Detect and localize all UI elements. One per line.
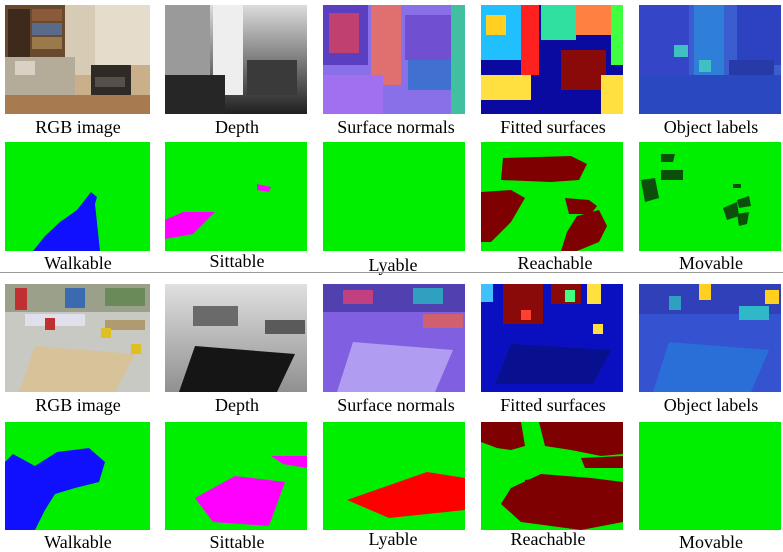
scene1-lyable-map [323, 142, 465, 251]
scene2-caption-depth: Depth [215, 395, 259, 415]
scene1-caption-objects: Object labels [663, 117, 759, 137]
scene1-caption-rgb: RGB image [35, 117, 121, 137]
scene1-rgb-image [5, 5, 150, 114]
scene2-depth-map [165, 284, 307, 392]
scene2-caption-sittable: Sittable [209, 532, 265, 552]
scene2-reachable-map [481, 422, 623, 530]
scene1-caption-depth: Depth [215, 117, 259, 137]
scene2-caption-objects: Object labels [663, 395, 759, 415]
scene2-object-labels [639, 284, 781, 392]
scene1-caption-reachable: Reachable [517, 253, 593, 273]
scene1-sittable-map [165, 142, 307, 251]
scene1-fitted-surfaces [481, 5, 623, 114]
scene1-walkable-map [5, 142, 150, 251]
scene2-fitted-surfaces [481, 284, 623, 392]
scene1-depth-map [165, 5, 307, 114]
scene2-walkable-map [5, 422, 150, 530]
scene2-caption-reachable: Reachable [510, 529, 586, 549]
scene2-surface-normals [323, 284, 465, 392]
scene2-sittable-map [165, 422, 307, 530]
scene1-movable-map [639, 142, 781, 251]
scene-separator [0, 272, 783, 273]
scene2-caption-walkable: Walkable [44, 532, 112, 552]
scene2-rgb-image [5, 284, 150, 392]
scene2-lyable-map [323, 422, 465, 530]
scene1-caption-sittable: Sittable [209, 251, 265, 271]
scene2-caption-rgb: RGB image [35, 395, 121, 415]
scene2-caption-normals: Surface normals [337, 395, 455, 415]
scene1-caption-lyable: Lyable [368, 255, 418, 275]
scene1-surface-normals [323, 5, 465, 114]
scene2-movable-map [639, 422, 781, 530]
scene2-caption-fitted: Fitted surfaces [500, 395, 606, 415]
scene2-caption-lyable: Lyable [368, 529, 418, 549]
scene1-caption-fitted: Fitted surfaces [500, 117, 606, 137]
scene2-caption-movable: Movable [679, 532, 743, 552]
scene1-reachable-map [481, 142, 623, 251]
scene1-caption-walkable: Walkable [44, 253, 112, 273]
scene1-object-labels [639, 5, 781, 114]
scene1-caption-movable: Movable [679, 253, 743, 273]
scene1-caption-normals: Surface normals [337, 117, 455, 137]
